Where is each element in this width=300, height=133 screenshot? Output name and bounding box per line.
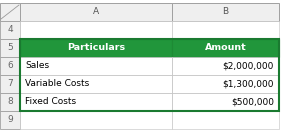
Bar xyxy=(172,39,279,57)
Bar xyxy=(172,21,279,39)
Text: 7: 7 xyxy=(7,80,13,88)
Bar xyxy=(20,93,172,111)
Text: $1,300,000: $1,300,000 xyxy=(223,80,274,88)
Text: Particulars: Particulars xyxy=(67,43,125,53)
Text: A: A xyxy=(93,7,99,16)
Bar xyxy=(172,3,279,21)
Text: $500,000: $500,000 xyxy=(231,97,274,107)
Bar xyxy=(0,3,20,21)
Text: 5: 5 xyxy=(7,43,13,53)
Bar xyxy=(172,111,279,129)
Bar xyxy=(20,75,172,93)
Text: 4: 4 xyxy=(7,26,13,34)
Bar xyxy=(0,21,20,39)
Bar xyxy=(20,57,172,75)
Text: Variable Costs: Variable Costs xyxy=(25,80,89,88)
Bar xyxy=(172,75,279,93)
Bar xyxy=(20,39,279,111)
Bar xyxy=(0,75,20,93)
Bar xyxy=(20,21,172,39)
Text: B: B xyxy=(222,7,229,16)
Text: 9: 9 xyxy=(7,115,13,124)
Text: Sales: Sales xyxy=(25,61,49,70)
Bar xyxy=(20,39,172,57)
Text: Fixed Costs: Fixed Costs xyxy=(25,97,76,107)
Bar xyxy=(20,111,172,129)
Bar xyxy=(20,3,172,21)
Bar xyxy=(0,111,20,129)
Bar xyxy=(0,93,20,111)
Text: 6: 6 xyxy=(7,61,13,70)
Bar xyxy=(0,57,20,75)
Bar xyxy=(172,93,279,111)
Bar xyxy=(172,57,279,75)
Text: $2,000,000: $2,000,000 xyxy=(223,61,274,70)
Text: Amount: Amount xyxy=(205,43,246,53)
Text: 8: 8 xyxy=(7,97,13,107)
Bar xyxy=(0,39,20,57)
